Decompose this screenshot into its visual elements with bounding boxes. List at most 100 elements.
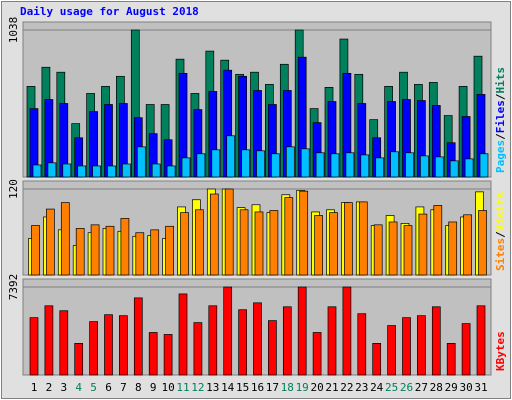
bar xyxy=(75,228,85,276)
bar xyxy=(256,150,265,178)
bar xyxy=(122,163,131,178)
bar xyxy=(32,164,42,178)
x-tick-label: 9 xyxy=(150,381,157,394)
bar xyxy=(62,163,72,178)
bar xyxy=(284,197,294,276)
bar xyxy=(299,190,309,276)
bar xyxy=(165,225,174,276)
bar xyxy=(226,135,236,178)
bar xyxy=(31,225,40,276)
bar xyxy=(181,157,191,178)
bar xyxy=(461,323,471,376)
x-tick-label: 3 xyxy=(60,381,67,394)
bar xyxy=(120,218,130,276)
x-tick-label: 31 xyxy=(474,381,487,394)
bar xyxy=(238,309,247,376)
legend-separator: / xyxy=(494,133,507,140)
bar xyxy=(47,162,57,178)
bar xyxy=(178,293,188,376)
bar xyxy=(463,214,472,276)
x-tick-label: 5 xyxy=(90,381,97,394)
bar xyxy=(418,213,428,276)
bar xyxy=(195,209,204,276)
x-tick-label: 1 xyxy=(31,381,38,394)
bar xyxy=(448,221,458,276)
bar xyxy=(285,146,295,178)
bar xyxy=(297,286,307,376)
bar xyxy=(74,343,84,376)
x-tick-label: 6 xyxy=(105,381,112,394)
bar xyxy=(345,152,355,178)
bar xyxy=(253,302,262,376)
legend-entry: Pages xyxy=(494,140,507,173)
bar xyxy=(312,332,322,376)
bar xyxy=(136,146,146,178)
bar xyxy=(208,305,218,376)
x-tick-label: 16 xyxy=(251,381,264,394)
bar xyxy=(135,232,145,276)
bar xyxy=(77,165,87,178)
x-tick-label: 7 xyxy=(120,381,127,394)
bar xyxy=(104,314,113,376)
bar xyxy=(315,152,325,178)
bar xyxy=(209,193,219,276)
legend: Pages/Files/Hits xyxy=(494,67,507,173)
x-tick-label: 13 xyxy=(206,381,219,394)
x-tick-label: 22 xyxy=(340,381,353,394)
bar xyxy=(151,163,161,178)
x-tick-label: 24 xyxy=(370,381,384,394)
bar xyxy=(60,202,70,276)
y-tick-label: 7392 xyxy=(7,274,20,301)
bar xyxy=(402,317,411,376)
bar xyxy=(403,225,413,276)
x-tick-label: 27 xyxy=(415,381,428,394)
legend-separator: / xyxy=(494,93,507,100)
y-tick-label: 1038 xyxy=(7,17,20,44)
bar xyxy=(388,221,398,276)
x-tick-label: 4 xyxy=(75,381,82,394)
bar xyxy=(44,305,54,376)
bar xyxy=(211,149,221,178)
bar xyxy=(254,211,264,276)
bar xyxy=(417,315,426,376)
bar xyxy=(282,306,292,376)
legend-separator: / xyxy=(494,231,507,238)
bar xyxy=(478,210,487,276)
bar xyxy=(434,156,444,178)
x-tick-label: 29 xyxy=(445,381,458,394)
bar xyxy=(330,153,340,178)
bar xyxy=(373,224,383,276)
x-tick-label: 2 xyxy=(46,381,53,394)
x-tick-label: 8 xyxy=(135,381,142,394)
bar xyxy=(269,210,279,276)
x-tick-label: 14 xyxy=(221,381,235,394)
bar xyxy=(446,343,456,376)
x-tick-label: 28 xyxy=(430,381,443,394)
bar xyxy=(300,148,310,178)
bar xyxy=(119,315,128,376)
legend-entry: Sites xyxy=(494,238,507,271)
bar xyxy=(46,208,55,276)
x-tick-label: 25 xyxy=(385,381,398,394)
bar xyxy=(193,322,203,376)
bar xyxy=(476,305,486,376)
bar xyxy=(59,310,69,376)
bar xyxy=(268,320,277,376)
bar xyxy=(360,154,370,178)
bar xyxy=(449,160,459,178)
bar xyxy=(90,224,100,276)
x-tick-label: 23 xyxy=(355,381,368,394)
bar xyxy=(464,158,474,178)
x-tick-label: 30 xyxy=(459,381,472,394)
bar xyxy=(166,165,176,178)
bar xyxy=(314,215,323,276)
x-tick-label: 12 xyxy=(191,381,204,394)
bar xyxy=(92,165,101,178)
bar xyxy=(180,212,189,276)
x-tick-label: 20 xyxy=(310,381,323,394)
bar xyxy=(479,153,489,178)
x-tick-label: 19 xyxy=(296,381,309,394)
bar xyxy=(29,317,39,376)
bar xyxy=(163,334,173,376)
